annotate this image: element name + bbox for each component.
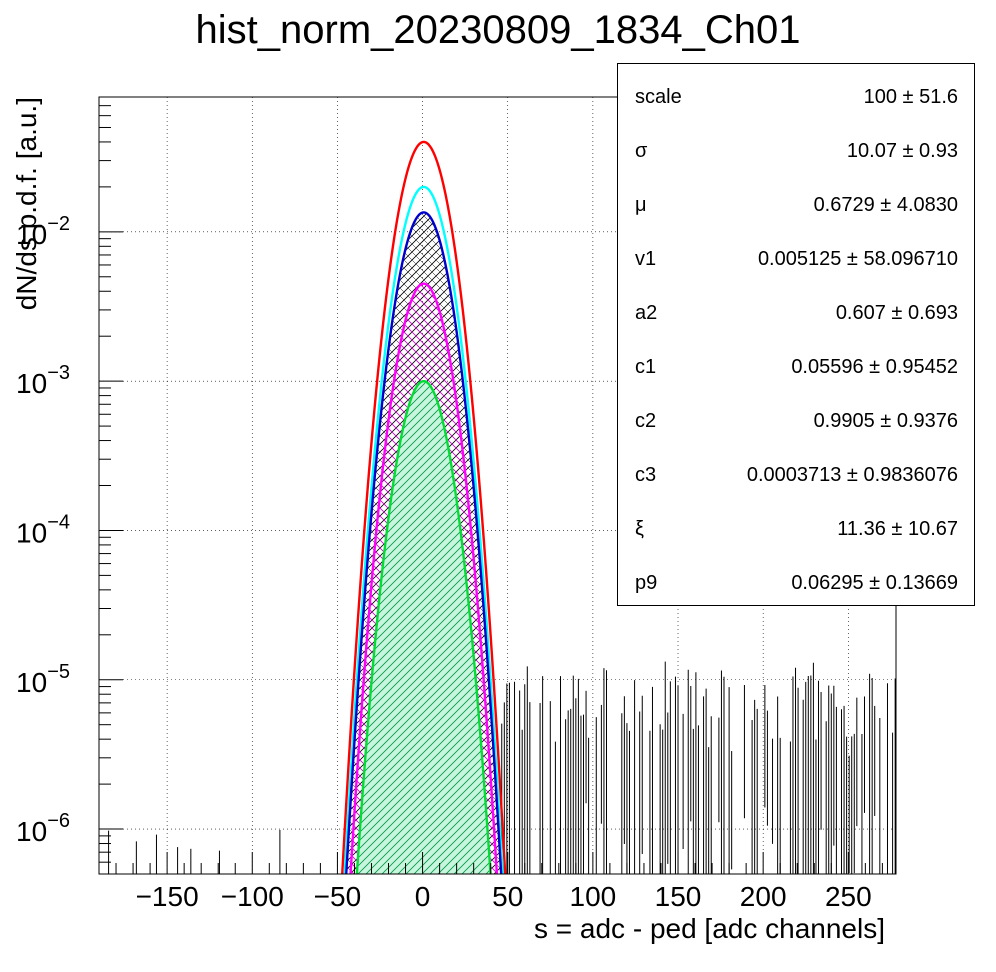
fit-curve: [343, 185, 504, 874]
stat-row: scale 100 ± 51.6: [618, 72, 974, 126]
stat-name: scale: [635, 86, 682, 108]
fit-stats-box: scale 100 ± 51.6 σ 10.07 ± 0.93 μ 0.6729 ± 4.…: [617, 63, 975, 606]
chart-title: hist_norm_20230809_1834_Ch01: [195, 8, 801, 52]
stat-value: 0.607 ± 0.693: [835, 302, 958, 324]
fit-curves: [341, 140, 507, 874]
stat-value: 0.6729 ± 4.0830: [813, 194, 958, 216]
stat-name: c3: [635, 464, 657, 486]
stat-value: 0.9905 ± 0.9376: [813, 410, 958, 432]
stat-row: c3 0.0003713 ± 0.9836076: [618, 450, 974, 504]
stat-value: 0.005125 ± 58.096710: [757, 248, 958, 270]
x-tick-label: 250: [825, 881, 872, 912]
stat-name: c2: [635, 410, 657, 432]
y-axis-title: dN/ds p.d.f. [a.u.]: [11, 97, 42, 310]
stat-value: 0.06295 ± 0.13669: [791, 572, 958, 594]
stat-value: 0.05596 ± 0.95452: [791, 356, 958, 378]
stat-row: ξ 11.36 ± 10.67: [618, 504, 974, 558]
stat-name: μ: [635, 194, 647, 216]
stat-value: 10.07 ± 0.93: [846, 140, 958, 162]
x-tick-label: 100: [570, 881, 617, 912]
stat-name: σ: [635, 140, 648, 162]
y-tick-label: 10−5: [16, 661, 70, 698]
x-tick-label: −150: [136, 881, 199, 912]
x-tick-label: −50: [314, 881, 362, 912]
stat-value: 100 ± 51.6: [863, 86, 958, 108]
stat-name: v1: [635, 248, 657, 270]
x-tick-label: 200: [740, 881, 787, 912]
stat-row: v1 0.005125 ± 58.096710: [618, 234, 974, 288]
x-tick-label: 0: [415, 881, 431, 912]
stat-row: p9 0.06295 ± 0.13669: [618, 558, 974, 612]
fit-curve: [349, 282, 499, 874]
stat-name: ξ: [635, 518, 644, 540]
stat-name: a2: [635, 302, 658, 324]
stat-row: a2 0.607 ± 0.693: [618, 288, 974, 342]
stat-value: 11.36 ± 10.67: [837, 518, 958, 540]
fit-curve: [341, 140, 507, 874]
stat-name: p9: [635, 572, 658, 594]
axis-ticks: [98, 96, 883, 875]
stat-row: μ 0.6729 ± 4.0830: [618, 180, 974, 234]
x-tick-label: −100: [221, 881, 284, 912]
stat-row: c2 0.9905 ± 0.9376: [618, 396, 974, 450]
stat-row: c1 0.05596 ± 0.95452: [618, 342, 974, 396]
y-tick-label: 10−6: [16, 810, 70, 847]
histogram-bins: [108, 661, 896, 874]
y-tick-label: 10−4: [16, 511, 70, 548]
x-tick-label: 150: [655, 881, 702, 912]
stat-row: σ 10.07 ± 0.93: [618, 126, 974, 180]
y-tick-label: 10−3: [16, 362, 70, 399]
fit-curve: [355, 379, 492, 874]
tick-labels: −150 −100 −50 0 50 100 150 200 250 10−6 10−5 10−4 10…: [16, 213, 872, 912]
stat-name: c1: [635, 356, 657, 378]
x-tick-label: 50: [492, 881, 523, 912]
fit-curve: [345, 211, 503, 874]
x-axis-title: s = adc - ped [adc channels]: [534, 913, 885, 944]
stat-value: 0.0003713 ± 0.9836076: [746, 464, 958, 486]
